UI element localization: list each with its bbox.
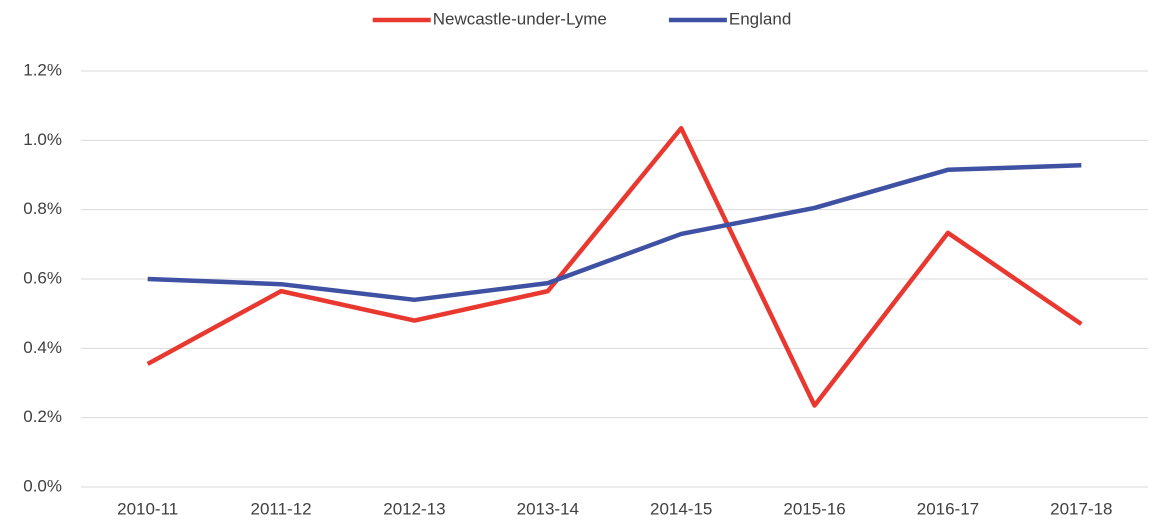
series-line — [147, 163, 1082, 303]
x-tick-label: 2014-15 — [650, 499, 712, 518]
y-tick-label: 0.8% — [23, 199, 62, 218]
y-tick-label: 0.0% — [23, 476, 62, 495]
y-tick-label: 0.2% — [23, 407, 62, 426]
y-tick-label: 1.2% — [23, 60, 62, 79]
y-tick-label: 0.4% — [23, 338, 62, 357]
y-tick-label: 0.6% — [23, 268, 62, 287]
x-tick-label: 2012-13 — [383, 499, 445, 518]
series-line — [146, 125, 1083, 408]
y-tick-label: 1.0% — [23, 130, 62, 149]
x-tick-label: 2010-11 — [117, 499, 178, 518]
x-tick-label: 2013-14 — [517, 499, 579, 518]
x-tick-label: 2016-17 — [917, 499, 979, 518]
x-tick-label: 2017-18 — [1050, 499, 1112, 518]
legend-label: Newcastle-under-Lyme — [433, 9, 607, 28]
legend-label: England — [729, 9, 791, 28]
x-tick-label: 2015-16 — [783, 499, 845, 518]
x-tick-label: 2011-12 — [250, 499, 311, 518]
